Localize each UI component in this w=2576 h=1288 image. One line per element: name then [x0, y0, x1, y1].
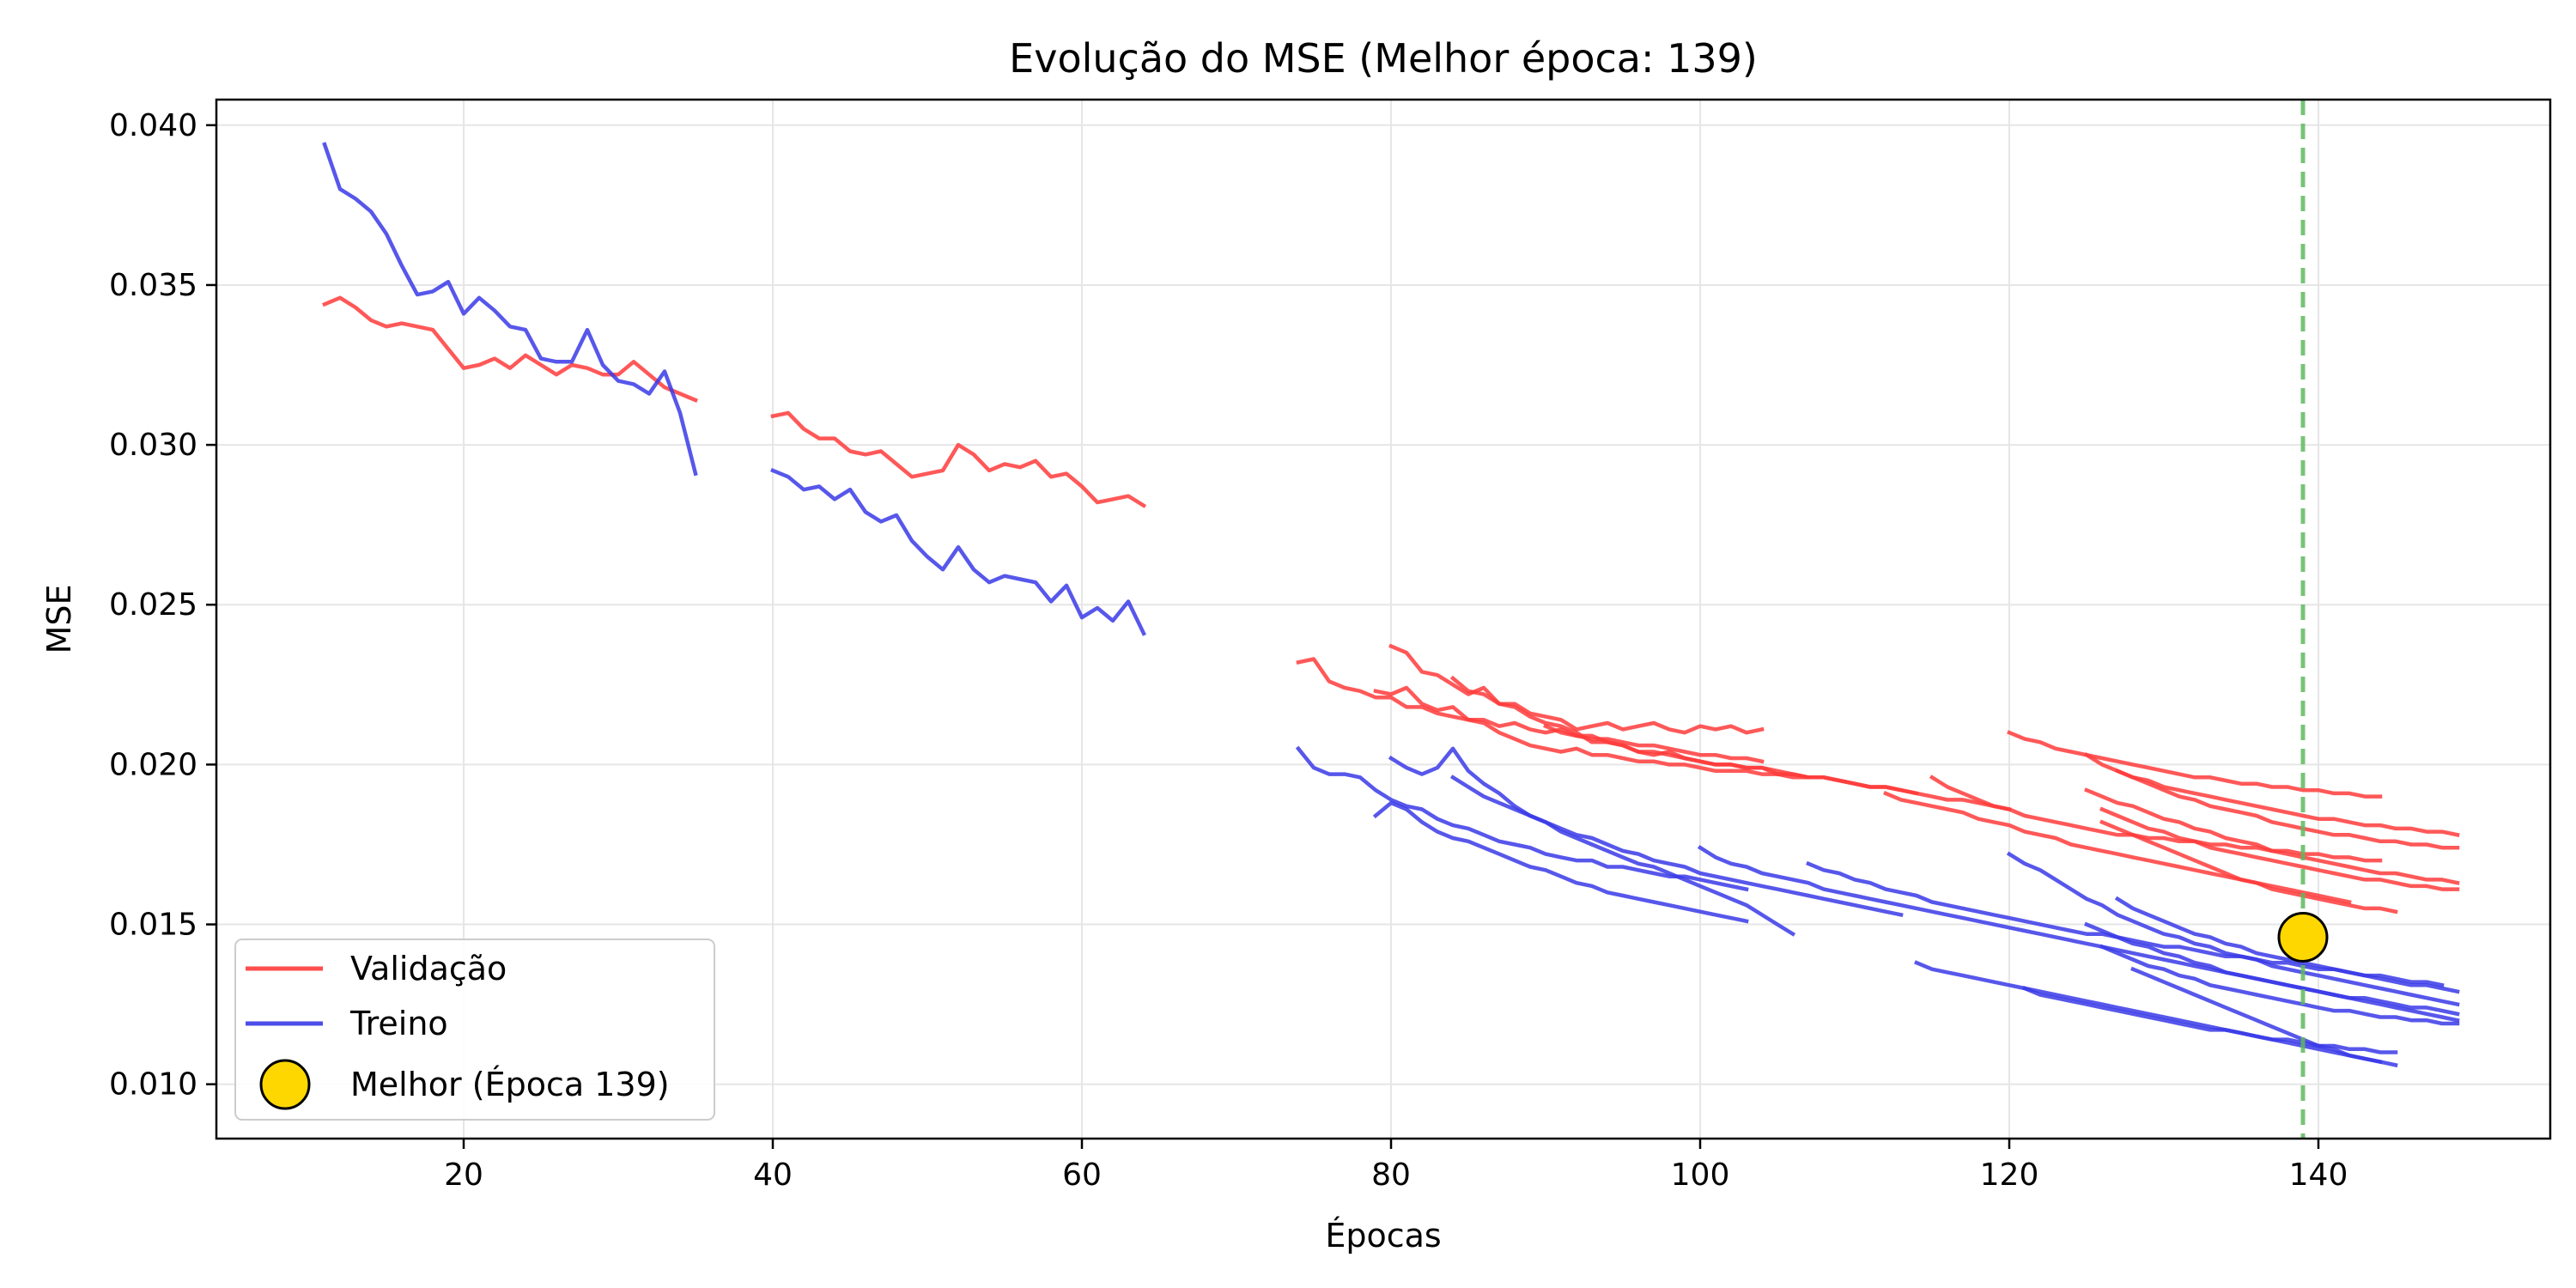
x-tick-label: 60	[1062, 1157, 1102, 1193]
y-tick-label: 0.035	[109, 268, 197, 303]
validacao-series-line	[2007, 730, 2383, 799]
treino-series-line	[2099, 944, 2460, 1026]
y-axis-label: MSE	[40, 585, 78, 654]
y-tick-label: 0.020	[109, 747, 197, 782]
legend: Validação Treino Melhor (Época 139)	[234, 939, 715, 1121]
y-tick-label: 0.025	[109, 587, 197, 623]
validacao-series-line	[2084, 787, 2460, 885]
plot-frame	[215, 98, 2552, 1140]
treino-series-line	[1388, 746, 1796, 937]
treino-series-line	[1295, 745, 1749, 892]
x-tick-label: 20	[444, 1157, 483, 1193]
x-axis-label: Épocas	[1325, 1217, 1441, 1255]
validacao-series-line	[1543, 723, 2012, 812]
legend-treino-label: Treino	[349, 1005, 448, 1042]
x-tick-label: 140	[2289, 1157, 2348, 1193]
validacao-series-line	[2083, 752, 2460, 850]
x-tick-label: 120	[1980, 1157, 2039, 1193]
legend-best-label: Melhor (Época 139)	[350, 1066, 670, 1103]
ticks: 20 40 60 80 100 120 140 0.010 0.015 0.020 0.025 0.0…	[109, 108, 2348, 1193]
validacao-series-line	[1373, 685, 1811, 780]
treino-series-line	[2022, 986, 2398, 1054]
validacao-series-line	[322, 295, 698, 403]
treino-series-line	[1372, 800, 1749, 924]
validacao-series-line	[2099, 806, 2460, 891]
treino-series-line	[2006, 851, 2460, 1007]
validacao-series-line	[1388, 643, 1765, 735]
treino-series-line	[2114, 896, 2460, 994]
best-layer	[2277, 100, 2329, 1139]
x-tick-label: 40	[753, 1157, 793, 1193]
legend-box	[234, 939, 715, 1121]
treino-series-line	[2084, 921, 2460, 1017]
treino-series-line	[322, 142, 698, 477]
y-tick-label: 0.010	[109, 1067, 197, 1103]
y-tick-label: 0.040	[109, 108, 197, 143]
validacao-series-line	[1296, 657, 1765, 764]
legend-validacao-label: Validação	[350, 950, 507, 987]
x-tick-label: 80	[1371, 1157, 1411, 1193]
validacao-series-line	[1883, 790, 2352, 905]
legend-best-marker	[259, 1059, 311, 1110]
treino-series-line	[1449, 775, 1904, 918]
treino-series-line	[770, 467, 1147, 636]
validacao-series-line	[770, 410, 1147, 508]
validacao-series-line	[1929, 775, 2383, 863]
y-tick-label: 0.030	[109, 428, 197, 463]
best-epoch-marker	[2277, 911, 2329, 963]
y-tick-label: 0.015	[109, 908, 197, 943]
treino-series-line	[2130, 966, 2398, 1068]
validacao-series-line	[2099, 819, 2398, 914]
chart-title: Evolução do MSE (Melhor época: 139)	[1009, 35, 1758, 82]
x-tick-label: 100	[1671, 1157, 1730, 1193]
validacao-series-line	[2115, 768, 2460, 837]
